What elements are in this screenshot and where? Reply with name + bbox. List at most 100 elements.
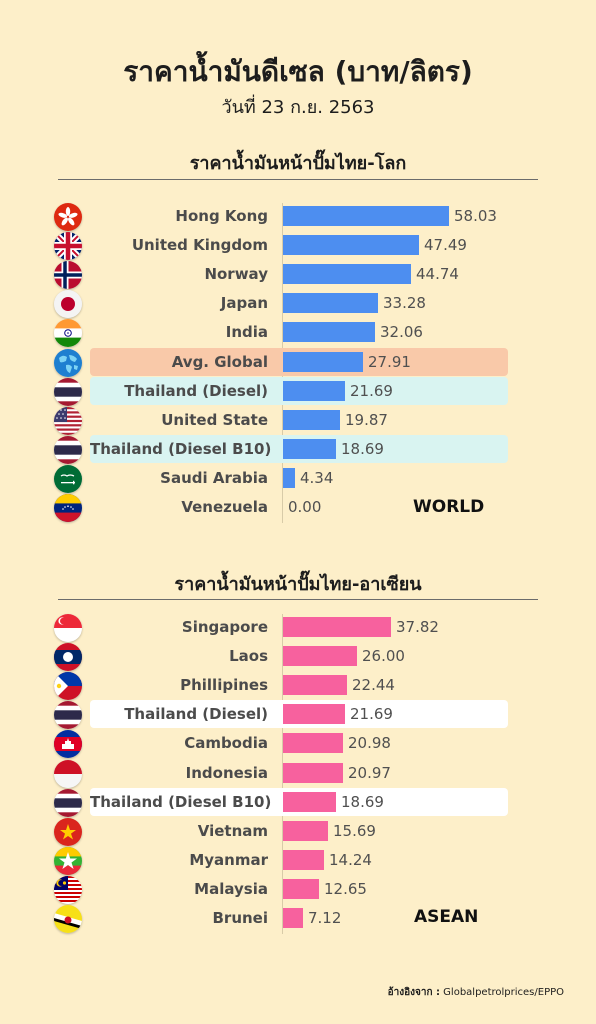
world-value-label: 58.03 xyxy=(454,207,497,225)
asean-category-label: Vietnam xyxy=(197,821,268,840)
world-value-label: 44.74 xyxy=(416,265,459,284)
world-bar-row: Hong Kong 58.03 xyxy=(0,203,596,231)
asean-tag: ASEAN xyxy=(414,907,479,927)
world-category-label: Norway xyxy=(204,265,268,284)
myanmar-flag-icon xyxy=(54,846,82,875)
asean-value-label: 22.44 xyxy=(352,676,395,695)
world-category-label: United Kingdom xyxy=(131,236,268,255)
world-bar xyxy=(283,351,363,372)
asean-category-label: Laos xyxy=(229,647,268,666)
asean-bar-row: Thailand (Diesel) 21.69 xyxy=(0,700,596,730)
world-bar-row: Thailand (Diesel) 21.69 xyxy=(0,376,596,406)
asean-bar-row: Indonesia 20.97 xyxy=(0,759,596,788)
thailand-flag-icon xyxy=(54,788,82,817)
world-bar xyxy=(283,467,295,488)
hong-kong-flag-icon xyxy=(54,203,82,231)
asean-value-label: 15.69 xyxy=(333,821,376,840)
world-category-label: India xyxy=(225,323,268,342)
asean-bar-row: Myanmar 14.24 xyxy=(0,846,596,875)
world-bar xyxy=(283,235,419,256)
world-category-label: Thailand (Diesel) xyxy=(124,381,268,400)
world-bar xyxy=(283,206,449,226)
asean-bar xyxy=(283,675,347,696)
world-value-label: 4.34 xyxy=(300,468,334,487)
source-label: อ้างอิงจาก : xyxy=(387,987,440,998)
japan-flag-icon xyxy=(54,290,82,319)
world-bar xyxy=(283,409,340,430)
asean-bar-row: Cambodia 20.98 xyxy=(0,730,596,759)
vietnam-flag-icon xyxy=(54,817,82,846)
asean-category-label: Myanmar xyxy=(189,850,268,869)
venezuela-flag-icon xyxy=(54,494,82,522)
asean-axis-line xyxy=(282,614,283,935)
laos-flag-icon xyxy=(54,643,82,672)
united-states-flag-icon xyxy=(54,406,82,435)
source-note: อ้างอิงจาก : Globalpetrolprices/EPPO xyxy=(388,985,564,1000)
world-category-label: Saudi Arabia xyxy=(160,468,268,487)
asean-bar-row: Thailand (Diesel B10) 18.69 xyxy=(0,787,596,817)
world-bar xyxy=(283,293,378,314)
thailand-flag-icon xyxy=(54,377,82,406)
asean-category-label: Cambodia xyxy=(184,734,268,753)
world-bar xyxy=(283,322,375,343)
asean-bar-row: Laos 26.00 xyxy=(0,643,596,672)
asean-category-label: Phillipines xyxy=(180,676,268,695)
india-flag-icon xyxy=(54,319,82,348)
world-value-label: 32.06 xyxy=(380,323,423,342)
world-bar-row: United Kingdom 47.49 xyxy=(0,232,596,261)
page-title: ราคาน้ำมันดีเซล (บาท/ลิตร) xyxy=(123,55,473,88)
asean-bar xyxy=(283,820,328,841)
world-bar xyxy=(283,380,345,401)
world-bar-row: Saudi Arabia 4.34 xyxy=(0,464,596,493)
asean-bar xyxy=(283,791,336,812)
page-subtitle: วันที่ 23 ก.ย. 2563 xyxy=(221,97,375,118)
asean-value-label: 21.69 xyxy=(350,705,393,724)
asean-bar xyxy=(283,617,391,637)
philippines-flag-icon xyxy=(54,672,82,701)
indonesia-flag-icon xyxy=(54,759,82,788)
world-section-title: ราคาน้ำมันหน้าปั๊มไทย-โลก xyxy=(189,153,407,174)
world-bar-row: Avg. Global 27.91 xyxy=(0,347,596,377)
world-tag: WORLD xyxy=(413,497,485,517)
asean-value-label: 37.82 xyxy=(396,618,439,636)
asean-bar xyxy=(283,704,345,725)
world-category-label: Thailand (Diesel B10) xyxy=(90,439,272,458)
world-category-label: Japan xyxy=(220,294,268,313)
asean-value-label: 26.00 xyxy=(362,647,405,666)
asean-bar xyxy=(283,878,319,899)
united-kingdom-flag-icon xyxy=(54,232,82,261)
world-bar-row: Norway 44.74 xyxy=(0,261,596,290)
world-bar-row: United State 19.87 xyxy=(0,406,596,435)
saudi-arabia-flag-icon xyxy=(54,464,82,493)
thailand-flag-icon xyxy=(54,435,82,464)
asean-bar-row: Brunei 7.12 xyxy=(0,905,596,933)
world-bar-row: Venezuela 0.00 xyxy=(0,494,596,522)
world-bar-row: Japan 33.28 xyxy=(0,290,596,319)
asean-value-label: 20.97 xyxy=(348,763,391,782)
asean-category-label: Thailand (Diesel) xyxy=(124,705,268,724)
asean-category-label: Thailand (Diesel B10) xyxy=(90,792,272,811)
world-value-label: 21.69 xyxy=(350,381,393,400)
world-bar xyxy=(283,438,336,459)
asean-value-label: 20.98 xyxy=(348,734,391,753)
asean-value-label: 14.24 xyxy=(329,850,372,869)
asean-value-label: 12.65 xyxy=(324,879,367,898)
asean-divider xyxy=(58,599,538,600)
brunei-flag-icon xyxy=(54,905,82,933)
thailand-flag-icon xyxy=(54,701,82,730)
asean-bar xyxy=(283,849,324,870)
asean-bar xyxy=(283,733,343,754)
asean-bar-row: Singapore 37.82 xyxy=(0,614,596,642)
singapore-flag-icon xyxy=(54,614,82,642)
world-value-label: 33.28 xyxy=(383,294,426,313)
malaysia-flag-icon xyxy=(54,875,82,904)
cambodia-flag-icon xyxy=(54,730,82,759)
world-value-label: 19.87 xyxy=(345,410,388,429)
world-category-label: United State xyxy=(161,410,268,429)
asean-value-label: 18.69 xyxy=(341,792,384,811)
asean-bar-row: Phillipines 22.44 xyxy=(0,672,596,701)
asean-bar xyxy=(283,762,343,783)
asean-bar-row: Vietnam 15.69 xyxy=(0,817,596,846)
world-value-label: 18.69 xyxy=(341,439,384,458)
asean-category-label: Malaysia xyxy=(194,879,268,898)
